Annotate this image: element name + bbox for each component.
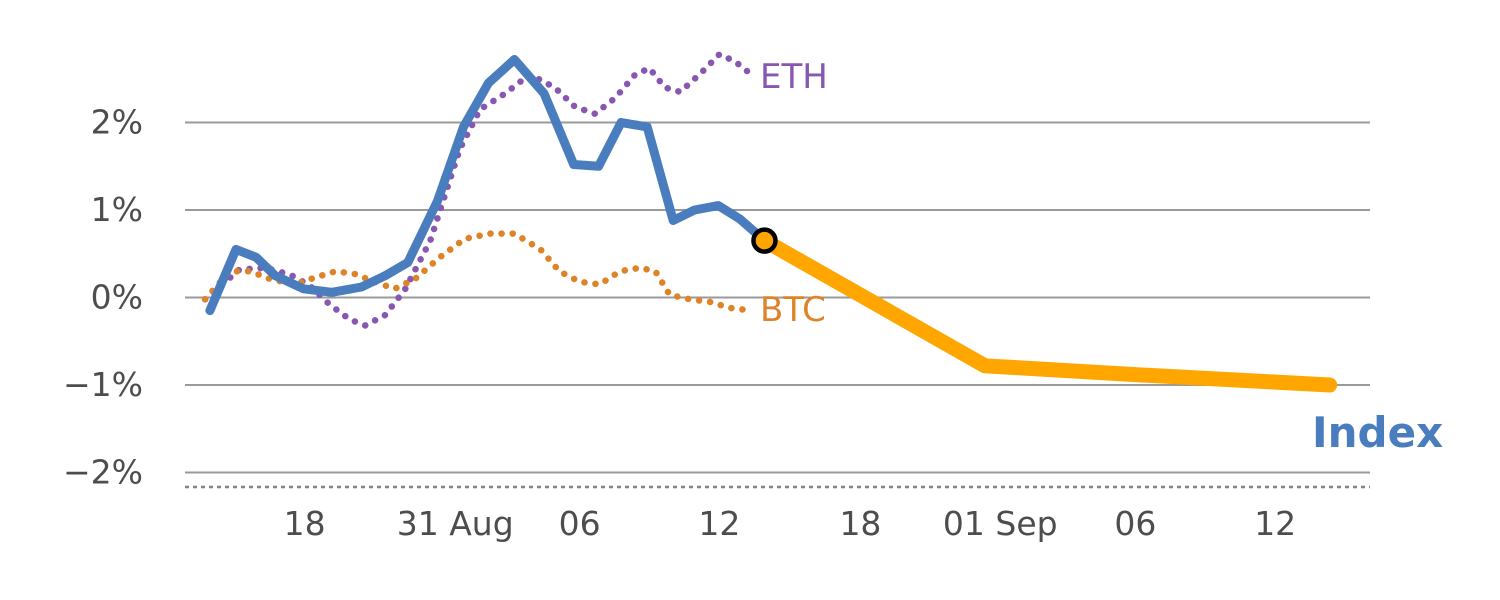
y-tick-label: −1% <box>63 365 143 404</box>
index-series-label: Index <box>1312 408 1444 457</box>
x-tick-label: 18 <box>839 504 881 543</box>
eth-series-label: ETH <box>760 57 828 97</box>
x-tick-label: 18 <box>284 504 326 543</box>
x-tick-label: 12 <box>698 504 740 543</box>
x-tick-label: 12 <box>1254 504 1296 543</box>
series-line-index <box>205 55 769 316</box>
y-tick-label: −2% <box>63 453 143 492</box>
marker-layer <box>751 227 778 254</box>
series-layer <box>201 51 1338 393</box>
x-tick-label: 31 Aug <box>397 504 514 543</box>
x-tick-label: 01 Sep <box>943 504 1058 543</box>
x-tick-label: 06 <box>1114 504 1156 543</box>
y-tick-label: 1% <box>91 190 143 229</box>
y-tick-label: 0% <box>91 278 143 317</box>
gridlines-layer <box>185 121 1370 474</box>
y-tick-labels-layer: 2% 1% 0% −1% −2% <box>63 103 143 492</box>
series-line-index-projection <box>757 233 1338 393</box>
y-tick-label: 2% <box>91 103 143 142</box>
current-point-marker <box>751 227 778 254</box>
btc-series-label: BTC <box>760 290 826 330</box>
series-line-eth <box>201 51 752 329</box>
x-tick-labels-layer: 18 31 Aug 06 12 18 01 Sep 06 12 <box>284 504 1297 543</box>
x-tick-label: 06 <box>559 504 601 543</box>
series-line-btc <box>201 230 749 314</box>
